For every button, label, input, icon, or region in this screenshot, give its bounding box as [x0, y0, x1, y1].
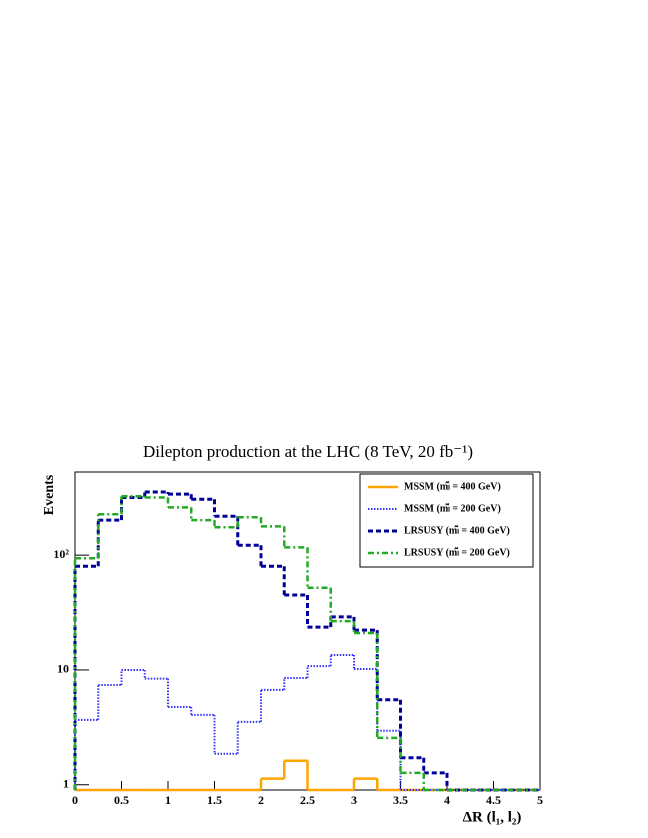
- legend-box: [359, 473, 534, 568]
- x-tick-label: 5: [537, 793, 543, 807]
- x-tick-label: 2.5: [300, 793, 315, 807]
- y-tick-label: 10²: [53, 547, 69, 561]
- x-tick-label: 1.5: [207, 793, 222, 807]
- x-tick-label: 3: [351, 793, 357, 807]
- legend-label: MSSM (mₗ̃ = 200 GeV): [404, 502, 501, 514]
- x-tick-label: 4.5: [486, 793, 501, 807]
- x-tick-label: 3.5: [393, 793, 408, 807]
- chart-title: Dilepton production at the LHC (8 TeV, 2…: [143, 442, 473, 461]
- legend-label: LRSUSY (mₗ̃ = 200 GeV): [404, 546, 510, 558]
- y-tick-label: 10: [57, 662, 69, 676]
- x-tick-label: 1: [165, 793, 171, 807]
- y-tick-label: 1: [63, 776, 69, 790]
- x-axis-label: ΔR (l₁, l₂): [463, 809, 522, 825]
- legend-label: MSSM (mₗ̃ = 400 GeV): [404, 480, 501, 492]
- x-tick-label: 2: [258, 793, 264, 807]
- x-tick-label: 0.5: [114, 793, 129, 807]
- x-tick-label: 4: [444, 793, 450, 807]
- y-axis-label: Events: [42, 474, 57, 515]
- legend-label: LRSUSY (mₗ̃ = 400 GeV): [404, 524, 510, 536]
- x-tick-label: 0: [72, 793, 78, 807]
